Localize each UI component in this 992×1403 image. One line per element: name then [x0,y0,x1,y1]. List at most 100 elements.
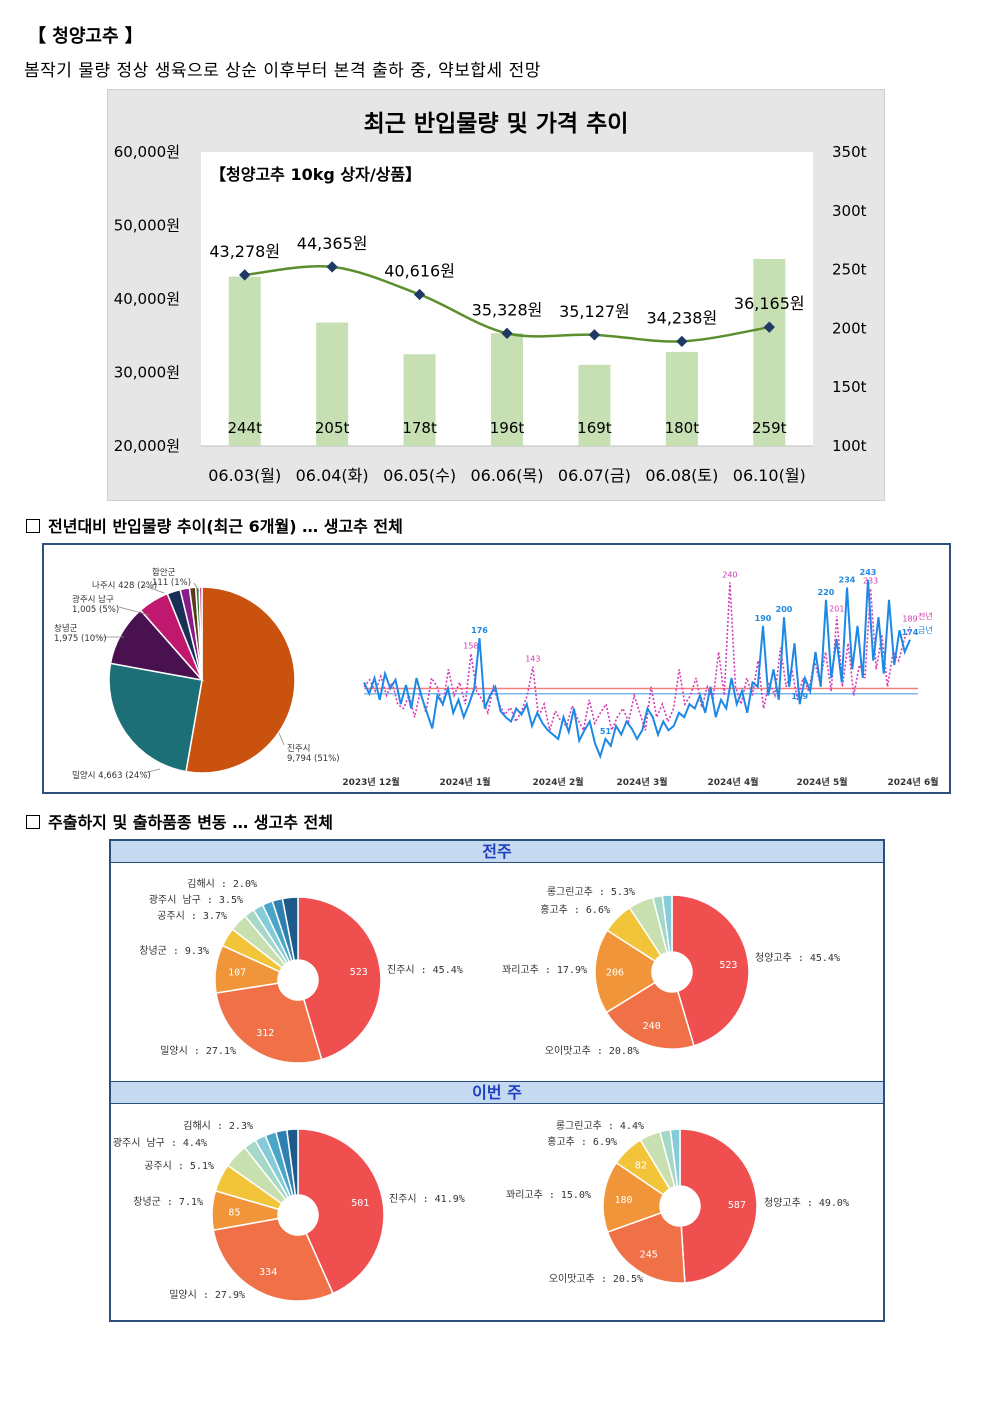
checkbox-icon [26,815,40,829]
price-label: 36,165원 [734,294,805,313]
pie-inner-value: 245 [640,1250,658,1261]
series-data-label: 234 [839,576,856,585]
pie-outer-label: 김해시 : 2.0% [187,877,257,890]
pie-outer-label: 오이맛고추 : 20.5% [549,1273,643,1285]
region-pie-label: 밀양시 4,663 (24%) [72,770,151,781]
leader-line [141,584,165,594]
pie-outer-label: 롱그린고추 : 5.3% [547,886,635,898]
x-tick-label: 2024년 3월 [616,776,667,788]
pie-inner-value: 312 [256,1028,274,1039]
series-data-label: 51 [600,727,612,736]
section3-title: 주출하지 및 출하품종 변동 … 생고추 전체 [48,813,333,832]
series-data-label: 240 [722,570,737,579]
pie-outer-label: 꽈리고추 : 15.0% [506,1189,591,1201]
x-tick-label: 2024년 5월 [796,776,847,788]
volume-bar [403,354,436,446]
leader-line [143,768,161,774]
volume-label: 244t [227,419,262,437]
region-pie-label: 창녕군 [54,624,78,634]
price-marker [239,269,251,281]
curr-region-pie-slice [212,1217,334,1302]
prev-region-pie-slice [281,896,299,962]
volume-label: 178t [402,419,437,437]
y-right-tick-label: 200t [832,319,867,337]
y-left-tick-label: 50,000원 [114,217,180,235]
volume-bar [578,364,611,446]
pie-outer-label: 공주시 : 5.1% [144,1160,214,1172]
prev-region-pie-slice [297,896,382,1061]
leader-line [118,606,150,616]
x-tick-label: 06.05(수) [383,466,456,485]
checkbox-icon [26,519,40,533]
curr-region-pie-slice [297,1128,385,1295]
volume-label: 196t [490,419,525,437]
volume-bar [665,351,698,446]
x-tick-label: 06.07(금) [558,466,631,485]
section3-heading: 주출하지 및 출하품종 변동 … 생고추 전체 [26,809,333,833]
section-subtitle: 봄작기 물량 정상 생육으로 상순 이후부터 본격 출하 중, 약보합세 전망 [24,61,541,81]
pie-outer-label: 창녕군 : 7.1% [133,1196,203,1208]
x-tick-label: 2024년 1월 [439,776,490,788]
series-data-label: 143 [525,655,540,664]
chart-annotation: 【청양고추 10kg 상자/상품】 [210,165,421,184]
x-tick-label: 2023년 12월 [342,776,399,788]
series-data-label: 109 [791,692,808,701]
price-label: 35,328원 [472,300,543,319]
legend-last-year: 전년 [918,611,933,621]
x-tick-label: 06.08(토) [645,466,718,485]
y-left-tick-label: 30,000원 [114,364,180,382]
price-label: 44,365원 [297,234,368,253]
x-tick-label: 06.03(월) [208,466,281,485]
y-left-tick-label: 60,000원 [114,143,180,161]
series-data-label: 243 [860,568,877,577]
price-label: 34,238원 [646,308,717,327]
price-label: 40,616원 [384,261,455,280]
series-data-label: 176 [471,626,488,635]
price-marker [326,261,338,273]
price-volume-svg: 최근 반입물량 및 가격 추이 【청양고추 10kg 상자/상품】 20,000원 3… [114,111,867,485]
volume-bar [753,259,786,446]
section2-heading: 전년대비 반입물량 추이(최근 6개월) … 생고추 전체 [26,513,403,537]
volume-bar [491,333,523,446]
y-left-tick-label: 20,000원 [114,437,180,455]
pie-inner-value: 523 [719,960,737,971]
pie-outer-label: 공주시 : 3.7% [157,910,227,922]
region-pie-label: 광주시 남구 [72,594,114,605]
pie-outer-label: 꽈리고추 : 17.9% [502,964,587,976]
region-pie-label: 함안군 [152,567,176,578]
region-pie-label: 나주시 428 (2%) [92,581,157,591]
yoy-volume-chart: 진주시 9,794 (51%) 밀양시 4,663 (24%) 창녕군 1,975 (1… [42,543,951,794]
region-pie-slice [198,586,203,681]
series-line-this-year [363,579,911,760]
pie-outer-label: 광주시 남구 : 4.4% [113,1137,207,1149]
pie-outer-label: 청양고추 : 49.0% [764,1197,849,1209]
price-volume-chart: 최근 반입물량 및 가격 추이 【청양고추 10kg 상자/상품】 20,000원 3… [107,89,885,501]
series-data-label: 190 [755,614,772,623]
y-right-tick-label: 150t [832,378,867,396]
price-marker [501,327,513,339]
pie-outer-label: 홍고추 : 6.9% [547,1135,617,1148]
region-pie-label: 진주시 [287,743,310,754]
volume-label: 259t [752,419,787,437]
curr-variety-pie-slice [679,1128,758,1284]
curr-variety-pie-slice [606,1211,686,1284]
series-data-label: 220 [818,588,835,597]
x-tick-label: 2024년 4월 [707,776,758,788]
pie-inner-value: 180 [614,1195,632,1206]
pie-outer-label: 진주시 : 45.4% [387,964,463,976]
section2-title: 전년대비 반입물량 추이(최근 6개월) … 생고추 전체 [48,517,403,536]
pie-outer-label: 김해시 : 2.3% [183,1119,253,1132]
legend-this-year: 금년 [918,625,933,635]
series-line-last-year [363,582,911,733]
y-right-tick-label: 300t [832,202,867,220]
price-label: 35,127원 [559,302,630,321]
pie-outer-label: 오이맛고추 : 20.8% [545,1045,639,1057]
region-pie-label: 9,794 (51%) [287,754,340,764]
pie-outer-label: 광주시 남구 : 3.5% [149,894,243,906]
prev-variety-pie-slice [661,894,673,953]
series-data-label: 158 [463,642,478,651]
curr-week-header: 이번 주 [111,1081,883,1104]
price-marker [413,288,426,301]
x-tick-label: 2024년 6월 [887,776,938,788]
pie-outer-label: 진주시 : 41.9% [389,1193,465,1205]
